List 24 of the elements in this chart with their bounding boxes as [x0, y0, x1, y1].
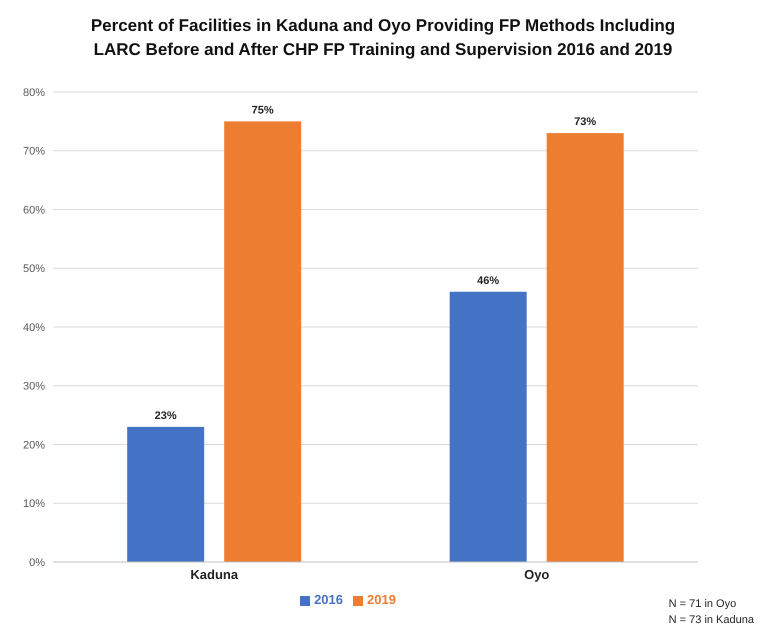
data-label: 46% [477, 274, 500, 287]
data-label: 73% [574, 116, 596, 128]
bar [224, 121, 302, 562]
legend-label: 2019 [367, 592, 396, 607]
text: N = 71 in Oyo [668, 597, 738, 612]
y-tick-label: 10% [22, 498, 46, 510]
y-tick-label: 80% [22, 86, 46, 99]
chart-title: Percent of Facilities in Kaduna and Oyo Providing FP Methods Including LARC Before and After CHP FP Training and Supervision 2016 and 2019 [90, 15, 676, 61]
bar [546, 133, 624, 562]
text: N = 73 in Kaduna [668, 613, 754, 628]
y-tick-label: 40% [22, 322, 46, 334]
y-tick-label: 30% [22, 380, 46, 393]
y-tick-label: 60% [22, 204, 46, 216]
x-tick-label: Kaduna [190, 567, 239, 582]
y-tick-label: 20% [22, 439, 46, 452]
data-label: 75% [252, 104, 274, 116]
x-tick-label: Oyo [524, 567, 550, 582]
bar [127, 426, 204, 562]
legend-label: 2016 [314, 592, 343, 607]
y-tick-label: 70% [22, 146, 46, 158]
bar [450, 292, 527, 562]
y-tick-label: 0% [29, 556, 46, 569]
data-label: 23% [154, 410, 177, 422]
y-tick-label: 50% [22, 263, 46, 276]
